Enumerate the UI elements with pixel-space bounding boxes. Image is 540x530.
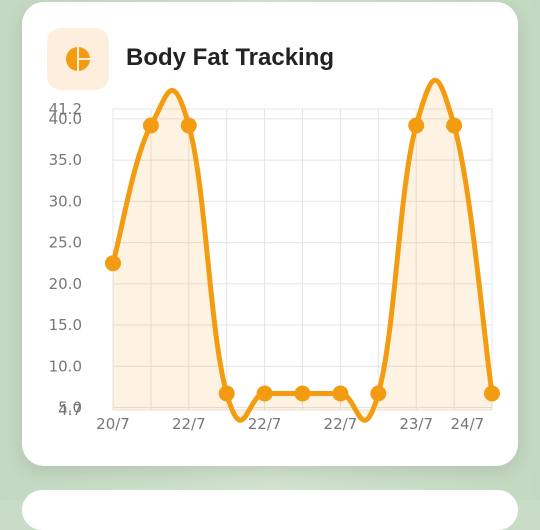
- next-card: [22, 490, 518, 530]
- y-tick-label: 10.0: [49, 357, 82, 375]
- data-point: [484, 385, 500, 402]
- body-fat-chart: 4.75.0 10.0 15.0 20.0 25.0 30.0 35.0 40.041.2 2…: [49, 77, 500, 433]
- pie-chart-icon: [66, 46, 91, 72]
- y-tick-label: 4.7: [58, 401, 82, 419]
- x-tick-label: 22/7: [324, 415, 358, 433]
- card-icon-container: [47, 28, 109, 90]
- y-tick-label: 30.0: [49, 192, 82, 210]
- data-point: [294, 385, 311, 402]
- x-tick-label: 20/7: [96, 415, 130, 433]
- x-axis-ticks: 20/7 22/7 22/7 22/7 23/7 24/7: [96, 415, 484, 433]
- chart-grid: [112, 108, 493, 411]
- y-axis-ticks: 4.75.0 10.0 15.0 20.0 25.0 30.0 35.0 40.041.2: [49, 100, 82, 419]
- y-tick-label: 41.2: [49, 100, 82, 118]
- y-tick-label: 25.0: [49, 234, 82, 252]
- data-point: [142, 117, 159, 134]
- data-point: [218, 385, 235, 402]
- series-area: [113, 80, 492, 421]
- x-tick-label: 22/7: [248, 415, 282, 433]
- x-tick-label: 22/7: [172, 415, 206, 433]
- data-point: [256, 385, 273, 402]
- data-point: [105, 255, 121, 272]
- data-point: [446, 117, 463, 134]
- x-tick-label: 24/7: [451, 415, 485, 433]
- data-point: [408, 117, 425, 134]
- data-point: [370, 385, 387, 402]
- y-tick-label: 15.0: [49, 316, 82, 334]
- chart-points: [105, 117, 500, 402]
- chart-area: [113, 80, 492, 421]
- x-tick-label: 23/7: [399, 415, 433, 433]
- card-title: Body Fat Tracking: [126, 44, 335, 71]
- y-tick-label: 20.0: [49, 275, 82, 293]
- y-tick-label: 40.0: [49, 110, 82, 128]
- data-point: [332, 385, 349, 402]
- data-point: [180, 117, 197, 134]
- y-tick-label: 35.0: [49, 151, 82, 169]
- y-tick-label: 5.0: [58, 399, 82, 417]
